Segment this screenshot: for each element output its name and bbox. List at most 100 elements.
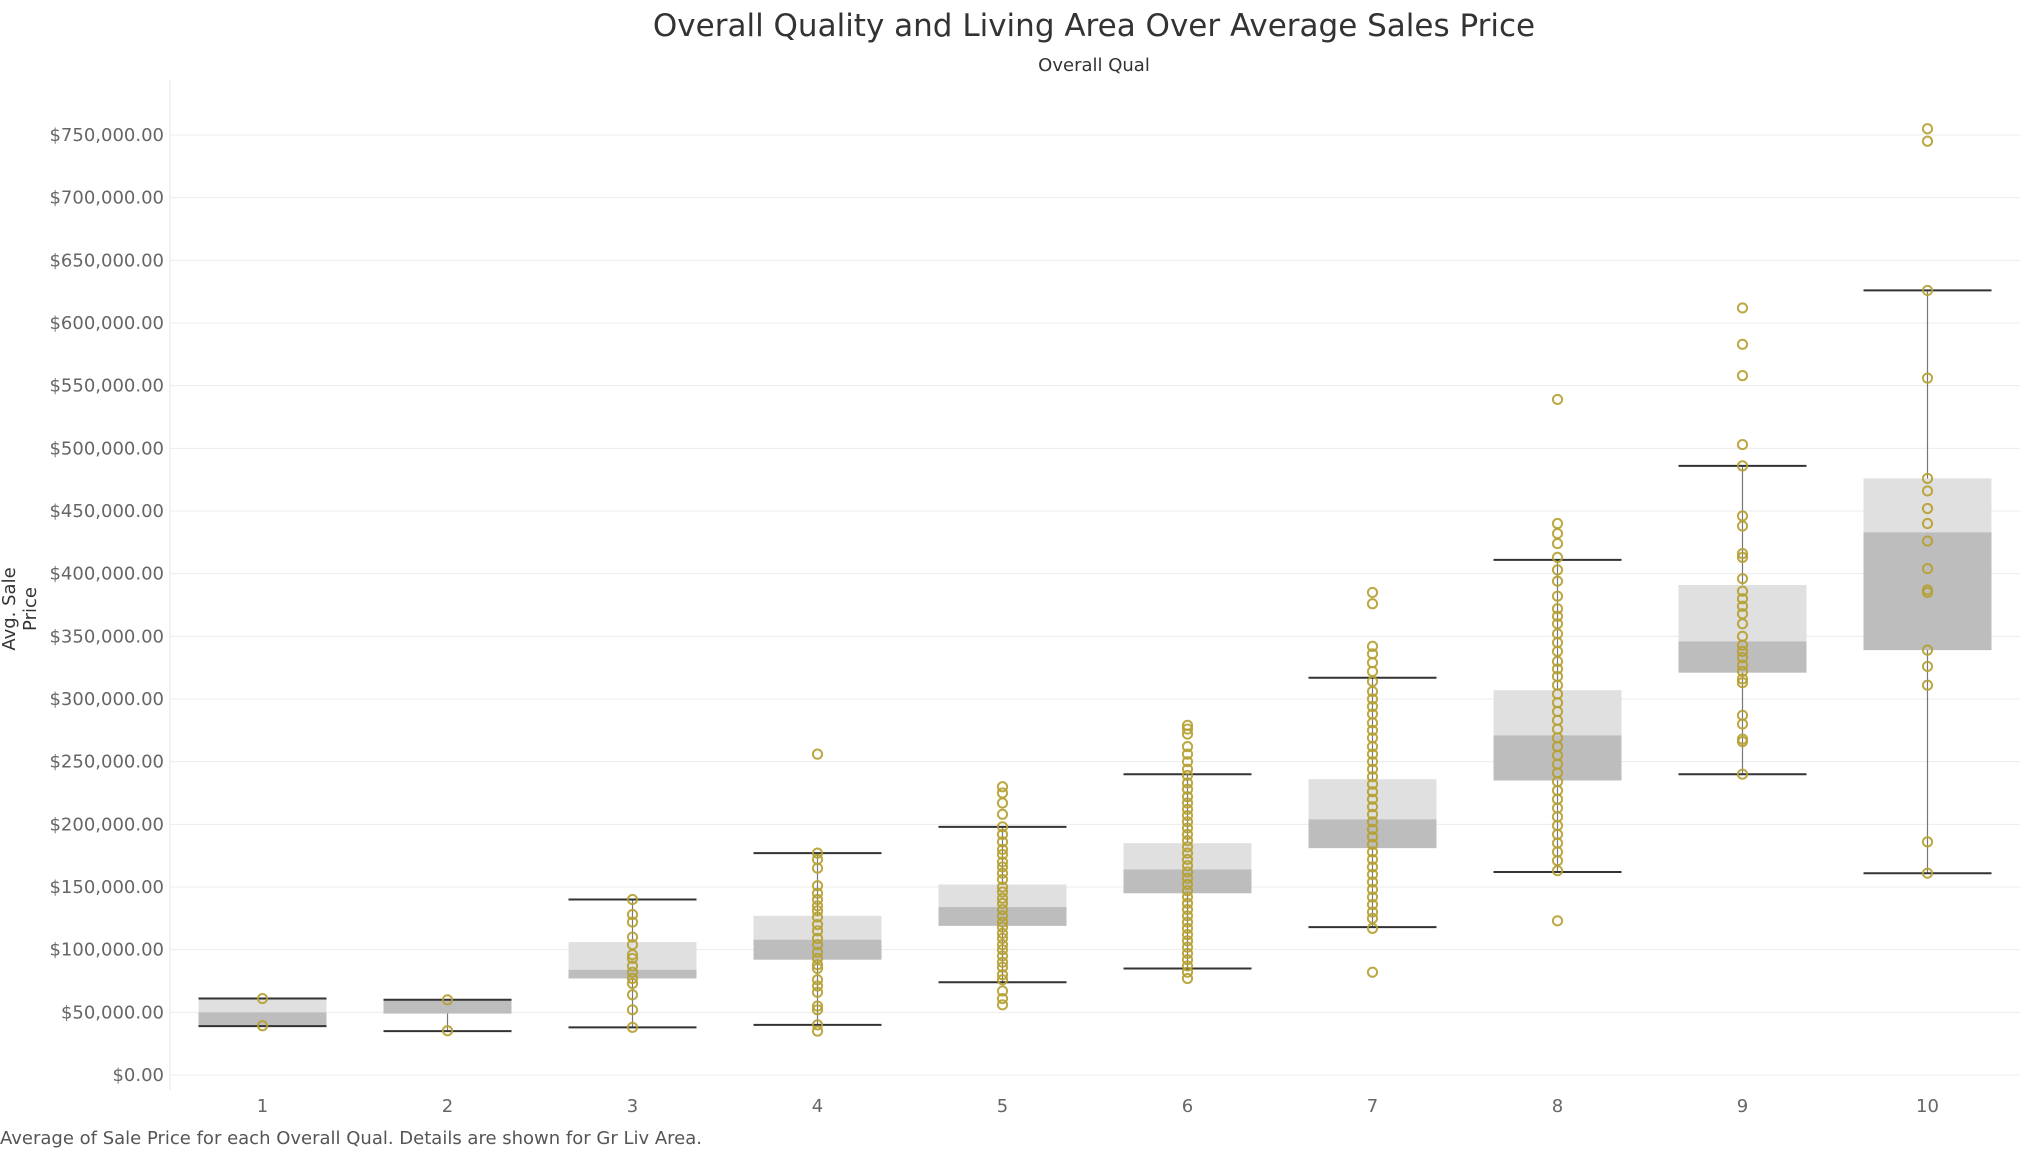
chart-caption: Average of Sale Price for each Overall Q…: [0, 1128, 702, 1149]
data-point: [1366, 700, 1379, 713]
data-point: [1921, 372, 1934, 384]
data-point: [996, 856, 1009, 868]
x-tick-label: 2: [442, 1096, 453, 1117]
data-point: [1366, 853, 1379, 866]
data-point: [1181, 891, 1194, 903]
data-point: [1366, 846, 1379, 858]
data-point: [626, 1021, 639, 1033]
data-point: [626, 977, 639, 990]
x-tick-label: 9: [1737, 1096, 1748, 1117]
data-point: [1736, 593, 1749, 605]
data-point: [1366, 808, 1379, 820]
data-point: [1181, 872, 1194, 884]
data-point: [1366, 640, 1379, 652]
data-point: [1181, 769, 1194, 782]
data-point: [626, 931, 639, 943]
data-point: [1551, 915, 1564, 927]
data-point: [626, 893, 639, 906]
data-point: [441, 1025, 454, 1037]
y-tick-label: $200,000.00: [49, 814, 164, 835]
data-point: [626, 972, 639, 985]
data-point: [996, 781, 1009, 793]
data-point: [996, 999, 1009, 1011]
data-point: [996, 939, 1009, 951]
data-point: [1736, 677, 1749, 689]
x-tick-label: 6: [1182, 1096, 1193, 1117]
y-tick-label: $250,000.00: [49, 752, 164, 773]
data-point: [996, 808, 1009, 820]
data-point: [1181, 910, 1194, 922]
data-point: [1181, 841, 1194, 853]
column-header-overall-qual[interactable]: Overall Qual: [1038, 55, 1150, 76]
data-point: [1366, 891, 1379, 903]
data-point: [996, 969, 1009, 981]
data-point: [1181, 777, 1194, 789]
data-points: [256, 123, 1934, 1037]
box-upper: [198, 998, 327, 1013]
data-point: [1736, 370, 1749, 382]
data-point: [626, 916, 639, 928]
data-point: [1921, 660, 1934, 673]
data-point: [1736, 639, 1749, 651]
data-point: [996, 916, 1009, 928]
data-point: [811, 986, 824, 998]
data-point: [811, 1025, 824, 1037]
data-point: [1921, 485, 1934, 497]
data-point: [1181, 723, 1194, 735]
data-point: [1736, 302, 1749, 314]
x-tick-label: 4: [812, 1096, 823, 1117]
data-point: [1736, 673, 1749, 685]
data-point: [1551, 527, 1564, 540]
data-point: [256, 1020, 269, 1032]
data-point: [1366, 778, 1379, 790]
box-upper: [1308, 779, 1437, 820]
data-point: [1366, 771, 1379, 783]
data-point: [1551, 537, 1564, 550]
data-point: [1181, 866, 1194, 878]
data-point: [996, 992, 1009, 1005]
data-point: [1366, 906, 1379, 918]
y-tick-label: $100,000.00: [49, 940, 164, 961]
data-point: [1736, 438, 1749, 451]
data-point: [1366, 876, 1379, 888]
data-point: [626, 960, 639, 972]
data-point: [1181, 797, 1194, 809]
y-tick-label: $0.00: [112, 1065, 164, 1086]
data-point: [1921, 586, 1934, 599]
data-point: [996, 903, 1009, 916]
data-point: [996, 836, 1009, 848]
data-point: [996, 974, 1009, 986]
box-lower: [938, 907, 1067, 926]
data-point: [996, 910, 1009, 922]
data-point: [811, 887, 824, 899]
data-point: [1181, 741, 1194, 753]
data-point: [1736, 600, 1749, 612]
data-point: [1366, 685, 1379, 698]
data-point: [1181, 922, 1194, 934]
data-point: [1551, 517, 1564, 530]
data-point: [1366, 861, 1379, 873]
data-point: [1736, 460, 1749, 472]
data-point: [1181, 748, 1194, 760]
data-point: [1181, 816, 1194, 828]
data-point: [811, 939, 824, 951]
data-point: [811, 911, 824, 923]
data-point: [996, 787, 1009, 799]
data-point: [996, 867, 1009, 879]
data-point: [996, 927, 1009, 939]
data-point: [1736, 573, 1749, 585]
data-point: [811, 932, 824, 944]
y-tick-label: $50,000.00: [61, 1002, 164, 1023]
data-point: [1551, 393, 1564, 406]
data-point: [1551, 655, 1564, 668]
data-point: [626, 966, 639, 978]
data-point: [1181, 828, 1194, 840]
data-point: [1181, 885, 1194, 897]
data-point: [1366, 748, 1379, 760]
data-point: [1366, 883, 1379, 896]
data-point: [811, 893, 824, 906]
data-point: [1736, 585, 1749, 597]
x-tick-label: 3: [627, 1096, 638, 1117]
data-point: [996, 961, 1009, 973]
data-point: [1736, 665, 1749, 678]
